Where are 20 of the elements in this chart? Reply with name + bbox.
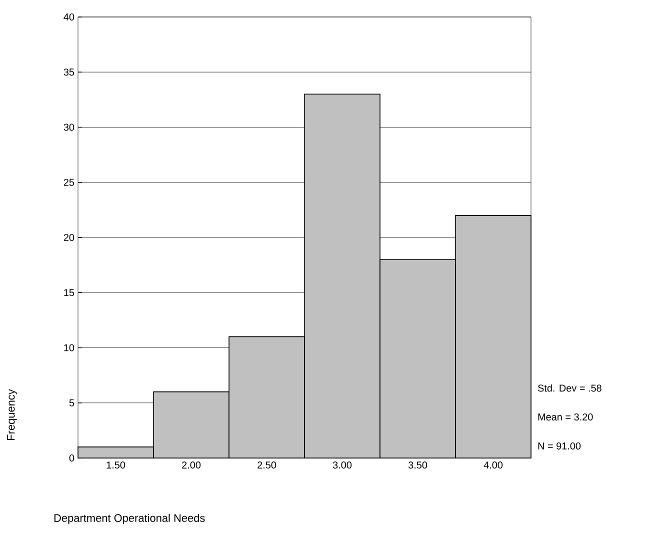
x-axis-title: Department Operational Needs (54, 514, 205, 524)
y-tick-label: 10 (64, 344, 74, 352)
y-tick-label: 40 (64, 13, 74, 21)
x-tick-label: 2.50 (258, 462, 276, 469)
y-tick-label: 35 (64, 68, 74, 76)
y-tick-label: 5 (69, 399, 74, 406)
y-tick-label: 30 (64, 124, 74, 131)
y-tick-label: 0 (69, 454, 74, 462)
text: Std. Dev = .58 (538, 384, 602, 392)
x-tick-label: 3.00 (332, 462, 352, 469)
text: Mean = 3.20 (538, 413, 593, 421)
y-axis-title: Frequency (7, 389, 17, 440)
x-tick-label: 2.00 (182, 462, 201, 469)
text: N = 91.00 (538, 442, 581, 450)
y-tick-label: 15 (64, 289, 74, 296)
x-tick-label: 3.50 (408, 462, 428, 469)
x-tick-label: 4.00 (484, 462, 503, 469)
y-tick-label: 25 (64, 178, 74, 186)
x-tick-label: 1.50 (106, 462, 126, 469)
y-tick-label: 20 (64, 234, 74, 242)
